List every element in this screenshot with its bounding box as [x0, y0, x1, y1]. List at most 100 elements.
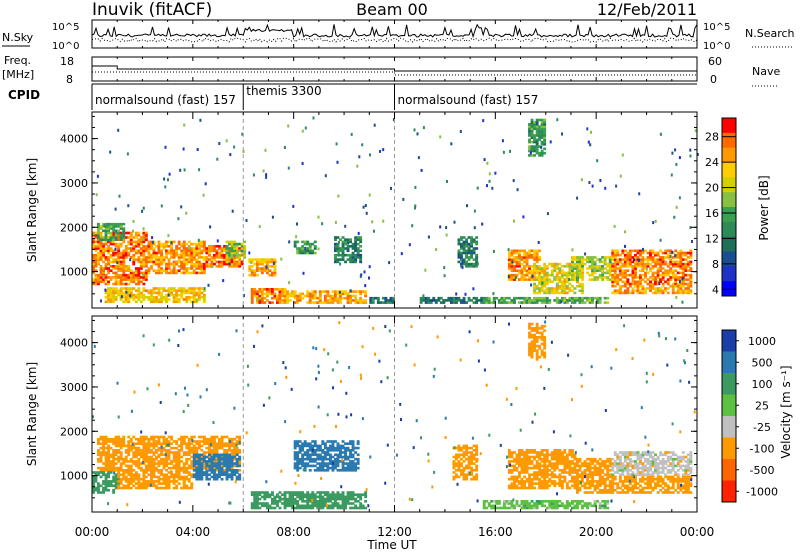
- heatmap-cell: [686, 269, 690, 272]
- heatmap-cell: [117, 293, 121, 297]
- heatmap-cell: [228, 473, 231, 476]
- heatmap-cell: [192, 251, 196, 255]
- heatmap-cell: [175, 480, 179, 483]
- heatmap-cell: [656, 273, 660, 277]
- heatmap-cell: [591, 265, 594, 268]
- heatmap-cell: [162, 260, 166, 264]
- heatmap-cell: [210, 247, 214, 250]
- heatmap-cell: [132, 446, 136, 450]
- heatmap-cell: [205, 462, 209, 465]
- heatmap-cell: [513, 265, 516, 268]
- heatmap-cell: [334, 292, 337, 296]
- heatmap-speck: [645, 267, 648, 271]
- heatmap-cell: [528, 149, 531, 153]
- heatmap-cell: [465, 253, 468, 257]
- heatmap-cell: [144, 258, 148, 261]
- heatmap-cell: [165, 269, 168, 272]
- heatmap-cell: [513, 299, 516, 302]
- heatmap-cell: [144, 249, 148, 253]
- heatmap-cell: [646, 258, 650, 261]
- heatmap-cell: [155, 262, 158, 266]
- heatmap-cell: [104, 446, 108, 450]
- heatmap-cell: [540, 284, 544, 288]
- heatmap-cell: [273, 258, 277, 261]
- heatmap-speck: [170, 241, 173, 245]
- heatmap-cell: [339, 455, 342, 459]
- heatmap-cell: [223, 469, 226, 472]
- heatmap-cell: [112, 253, 116, 257]
- heatmap-cell: [167, 486, 171, 490]
- heatmap-cell: [573, 265, 577, 268]
- heatmap-cell: [540, 136, 544, 139]
- heatmap-cell: [467, 265, 471, 268]
- heatmap-cell: [329, 440, 332, 443]
- heatmap-speck: [142, 227, 145, 231]
- cpid-segment-label: normalsound (fast) 157: [95, 93, 236, 107]
- heatmap-cell: [197, 260, 201, 264]
- heatmap-speck: [258, 225, 261, 229]
- heatmap-cell: [137, 269, 141, 272]
- heatmap-cell: [218, 247, 221, 250]
- heatmap-cell: [535, 253, 539, 257]
- heatmap-cell: [598, 265, 602, 268]
- heatmap-cell: [97, 451, 100, 454]
- heatmap-cell: [129, 233, 133, 237]
- heatmap-cell: [160, 482, 163, 485]
- heatmap-cell: [175, 289, 179, 292]
- heatmap-cell: [104, 247, 108, 250]
- heatmap-cell: [152, 287, 156, 290]
- heatmap-cell: [97, 242, 100, 246]
- heatmap-cell: [336, 446, 340, 450]
- heatmap-cell: [195, 453, 199, 457]
- heatmap-cell: [331, 301, 335, 304]
- heatmap-cell: [137, 289, 141, 292]
- heatmap-cell: [215, 253, 219, 257]
- heatmap-cell: [548, 273, 552, 277]
- heatmap-cell: [323, 493, 327, 496]
- heatmap-cell: [139, 238, 143, 241]
- heatmap-speck: [203, 287, 206, 291]
- heatmap-cell: [510, 453, 514, 457]
- heatmap-cell: [117, 280, 121, 284]
- heatmap-cell: [326, 493, 330, 496]
- heatmap-cell: [618, 273, 622, 277]
- heatmap-cell: [117, 256, 121, 259]
- heatmap-cell: [543, 453, 547, 457]
- heatmap-cell: [293, 451, 297, 454]
- heatmap-cell: [543, 296, 547, 300]
- heatmap-cell: [346, 247, 350, 250]
- heatmap-cell: [162, 435, 166, 439]
- heatmap-cell: [104, 278, 108, 281]
- heatmap-speck: [540, 145, 543, 149]
- heatmap-cell: [545, 457, 549, 461]
- heatmap-cell: [109, 256, 113, 259]
- heatmap-cell: [210, 457, 214, 461]
- heatmap-cell: [346, 457, 350, 461]
- heatmap-cell: [238, 437, 242, 441]
- heatmap-cell: [94, 269, 98, 272]
- freq-label-top: Freq.: [4, 54, 31, 67]
- heatmap-cell: [326, 464, 330, 468]
- heatmap-cell: [157, 271, 161, 275]
- heatmap-cell: [444, 299, 448, 302]
- heatmap-cell: [278, 500, 282, 503]
- heatmap-cell: [497, 301, 501, 304]
- heatmap-cell: [462, 444, 466, 448]
- heatmap-cell: [422, 296, 426, 300]
- heatmap-cell: [578, 296, 582, 300]
- heatmap-cell: [228, 265, 231, 268]
- heatmap-cell: [533, 278, 536, 281]
- heatmap-cell: [167, 289, 171, 292]
- heatmap-cell: [142, 256, 146, 259]
- heatmap-cell: [303, 240, 307, 244]
- heatmap-cell: [555, 273, 559, 277]
- heatmap-cell: [147, 466, 151, 470]
- heatmap-cell: [104, 267, 108, 270]
- heatmap-cell: [681, 282, 685, 286]
- heatmap-cell: [99, 446, 103, 450]
- heatmap-cell: [263, 491, 267, 494]
- heatmap-cell: [308, 251, 312, 255]
- heatmap-cell: [535, 276, 539, 279]
- heatmap-cell: [104, 453, 108, 457]
- heatmap-cell: [641, 267, 645, 270]
